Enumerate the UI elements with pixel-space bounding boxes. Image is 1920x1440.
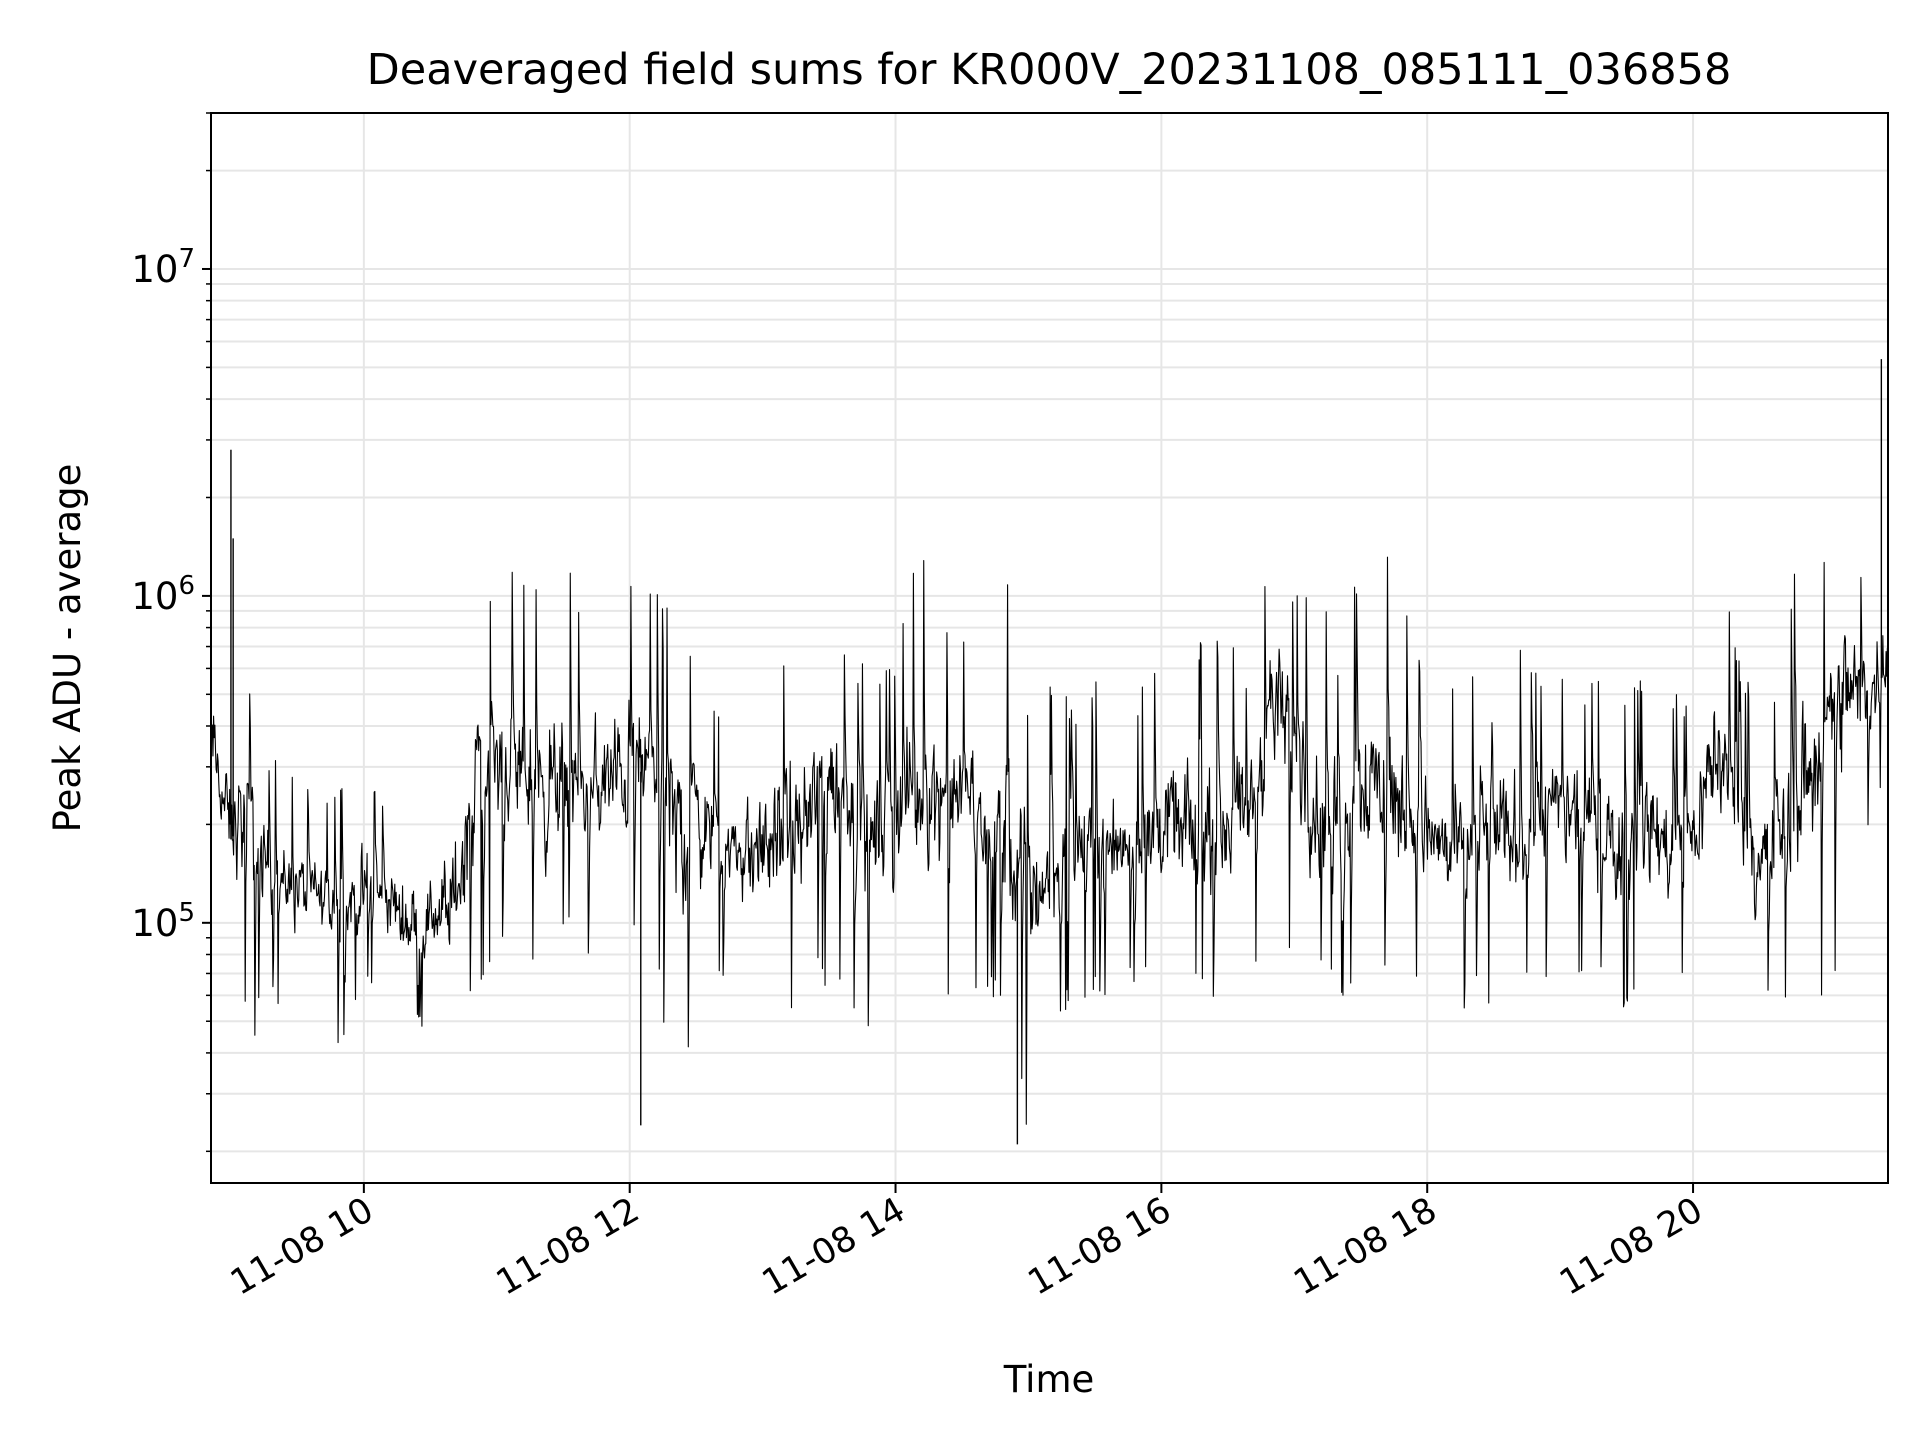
series-line	[210, 556, 1889, 1125]
chart-title: Deaveraged field sums for KR000V_2023110…	[367, 45, 1732, 95]
y-tick-label: 105	[131, 898, 195, 945]
y-tick-label: 106	[131, 571, 195, 618]
x-axis-label: Time	[1003, 1358, 1095, 1401]
tick-layer	[202, 112, 1695, 1193]
y-axis-label: Peak ADU - average	[46, 464, 89, 833]
y-tick-label: 107	[131, 244, 195, 291]
data-layer	[210, 359, 1889, 1145]
plot-area-frame	[210, 112, 1889, 1184]
